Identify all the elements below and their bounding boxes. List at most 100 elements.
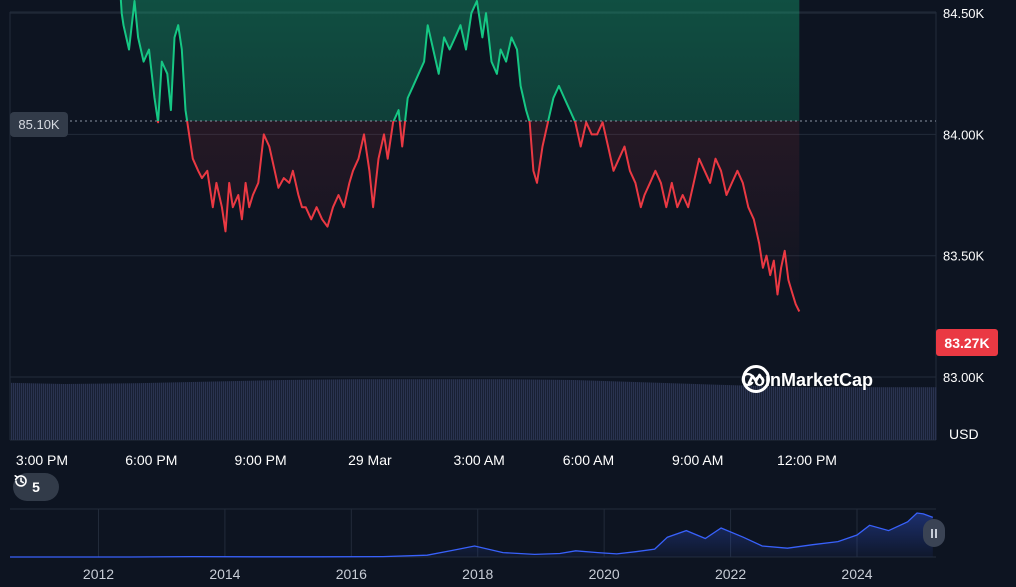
volume-bar <box>247 380 249 440</box>
volume-bar <box>103 383 105 440</box>
volume-bar <box>819 387 821 440</box>
price-line-up <box>119 0 576 121</box>
volume-bar <box>303 379 305 440</box>
volume-bar <box>175 382 177 440</box>
volume-bar <box>331 379 333 440</box>
volume-bar <box>759 385 761 440</box>
volume-bar <box>265 380 267 440</box>
reference-price-label: 85.10K <box>10 112 68 137</box>
volume-bar <box>861 387 863 440</box>
volume-bar <box>745 385 747 440</box>
volume-bar <box>779 386 781 440</box>
volume-bar <box>655 382 657 440</box>
volume-bar <box>227 381 229 440</box>
volume-bar <box>453 379 455 440</box>
volume-bar <box>243 380 245 440</box>
volume-bar <box>257 380 259 440</box>
volume-bar <box>537 379 539 440</box>
volume-bar <box>121 383 123 440</box>
volume-bar <box>487 379 489 440</box>
volume-bar <box>935 387 937 440</box>
volume-bar <box>409 379 411 440</box>
volume-bar <box>153 382 155 440</box>
volume-bar <box>653 382 655 440</box>
volume-bar <box>701 384 703 440</box>
volume-bar <box>295 379 297 440</box>
volume-bar <box>509 379 511 440</box>
volume-bar <box>807 387 809 440</box>
volume-bar <box>799 387 801 440</box>
volume-bar <box>915 387 917 440</box>
volume-bar <box>719 384 721 440</box>
volume-bar <box>45 383 47 440</box>
x-tick-label: 12:00 PM <box>777 452 837 468</box>
volume-bar <box>299 379 301 440</box>
volume-bar <box>225 381 227 440</box>
volume-bar <box>837 387 839 440</box>
volume-bar <box>163 382 165 440</box>
volume-bar <box>855 387 857 440</box>
volume-bar <box>125 383 127 440</box>
navigator-chart[interactable] <box>10 508 936 558</box>
volume-bar <box>15 382 17 440</box>
volume-bar <box>11 382 13 440</box>
volume-bar <box>93 383 95 440</box>
volume-bar <box>893 387 895 440</box>
volume-bar <box>183 382 185 440</box>
volume-bar <box>425 379 427 440</box>
volume-bar <box>751 385 753 440</box>
volume-bar <box>781 386 783 440</box>
volume-bar <box>511 379 513 440</box>
volume-bar <box>665 383 667 440</box>
volume-bar <box>71 383 73 440</box>
volume-bar <box>201 381 203 440</box>
volume-bar <box>51 383 53 440</box>
volume-bar <box>533 379 535 440</box>
volume-bar <box>91 383 93 440</box>
price-fill-below <box>157 121 800 312</box>
volume-bar <box>567 379 569 440</box>
volume-bar <box>695 384 697 440</box>
volume-bar <box>633 381 635 440</box>
volume-bar <box>911 387 913 440</box>
volume-bar <box>687 383 689 440</box>
y-tick-label: 84.00K <box>943 127 985 142</box>
volume-bar <box>401 379 403 440</box>
y-tick-label: 83.00K <box>943 370 985 385</box>
volume-bar <box>769 386 771 440</box>
volume-bar <box>693 383 695 440</box>
volume-bar <box>231 381 233 440</box>
volume-bar <box>41 383 43 440</box>
volume-bar <box>629 381 631 440</box>
volume-bar <box>849 387 851 440</box>
volume-bar <box>609 381 611 440</box>
y-tick-label: 84.50K <box>943 6 985 21</box>
price-fill-above <box>120 0 800 121</box>
volume-bar <box>205 381 207 440</box>
volume-bar <box>449 379 451 440</box>
volume-bar <box>185 382 187 440</box>
volume-bar <box>251 380 253 440</box>
volume-bar <box>873 387 875 440</box>
volume-bar <box>249 380 251 440</box>
volume-bar <box>359 379 361 440</box>
volume-bar <box>901 387 903 440</box>
volume-bar <box>903 387 905 440</box>
volume-bar <box>239 380 241 440</box>
volume-bar <box>277 380 279 440</box>
volume-bar <box>135 383 137 440</box>
volume-bar <box>349 379 351 440</box>
volume-bar <box>283 379 285 440</box>
pause-button[interactable] <box>923 519 945 547</box>
volume-bar <box>583 380 585 440</box>
volume-bar <box>307 379 309 440</box>
x-axis: 3:00 PM 6:00 PM 9:00 PM 29 Mar 3:00 AM 6:00 A… <box>16 452 837 468</box>
volume-bar <box>645 382 647 440</box>
volume-bar <box>319 379 321 440</box>
volume-bar <box>747 385 749 440</box>
history-badge[interactable]: 5 <box>13 473 59 501</box>
volume-bar <box>669 383 671 440</box>
volume-bar <box>429 379 431 440</box>
